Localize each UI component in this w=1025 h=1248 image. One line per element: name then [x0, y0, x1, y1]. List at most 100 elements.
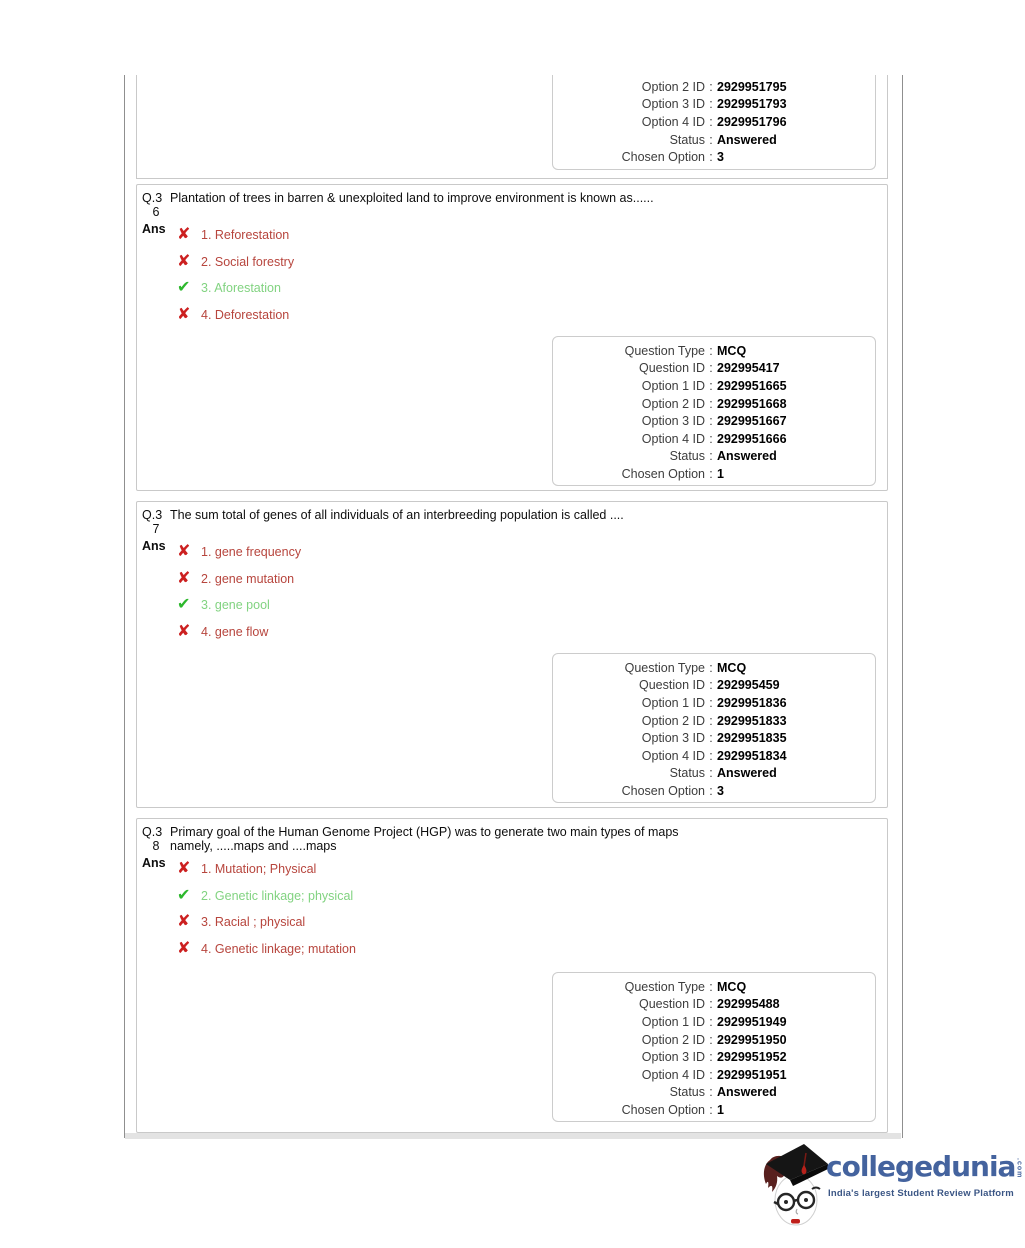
info-value: Answered: [717, 766, 777, 781]
brand-row: collegedunia .com: [826, 1150, 1022, 1183]
info-value: 1: [717, 466, 724, 481]
info-row: Option 2 ID : 2929951795: [553, 78, 875, 96]
info-row: Status : Answered: [553, 765, 875, 783]
info-value: 2929951833: [717, 713, 787, 728]
wrong-icon: ✘: [177, 252, 191, 270]
info-label: Question ID: [638, 678, 705, 693]
info-row: Chosen Option : 1: [553, 1101, 875, 1119]
info-colon: :: [709, 343, 713, 358]
info-row: Question Type : MCQ: [553, 978, 875, 996]
option-row: ✘ 4. Deforestation: [177, 302, 294, 329]
info-colon: :: [709, 466, 713, 481]
option-row: ✔ 3. gene pool: [177, 592, 301, 619]
info-row: Option 3 ID : 2929951667: [553, 412, 875, 430]
info-colon: :: [709, 1032, 713, 1047]
wrong-icon: ✘: [177, 622, 191, 640]
ans-label: Ans: [142, 222, 166, 236]
question-text-line1: Primary goal of the Human Genome Project…: [170, 825, 679, 839]
question-label: Q.3: [142, 508, 163, 522]
info-colon: :: [709, 1067, 713, 1082]
wrong-icon: ✘: [177, 860, 191, 878]
info-colon: :: [709, 431, 713, 446]
brand-tagline: India's largest Student Review Platform: [828, 1188, 1014, 1199]
info-label: Option 2 ID: [641, 713, 705, 728]
info-row: Question Type : MCQ: [553, 659, 875, 677]
info-colon: :: [709, 361, 713, 376]
info-label: Question Type: [624, 343, 705, 358]
info-label: Option 4 ID: [641, 431, 705, 446]
brand-tld: .com: [1015, 1158, 1023, 1179]
info-label: Question Type: [624, 979, 705, 994]
info-label: Option 3 ID: [641, 414, 705, 429]
option-row: ✘ 2. gene mutation: [177, 566, 301, 593]
info-row: Option 3 ID : 2929951835: [553, 729, 875, 747]
info-row: Question ID : 292995417: [553, 360, 875, 378]
option-text: 1. Mutation; Physical: [201, 862, 317, 877]
bottom-shadow-band: [125, 1133, 901, 1139]
info-label: Option 2 ID: [641, 396, 705, 411]
info-label: Question ID: [638, 361, 705, 376]
info-row: Question ID : 292995459: [553, 677, 875, 695]
info-row: Option 2 ID : 2929951950: [553, 1031, 875, 1049]
info-row: Option 2 ID : 2929951833: [553, 712, 875, 730]
wrong-icon: ✘: [177, 543, 191, 561]
info-value: 2929951666: [717, 431, 787, 446]
info-colon: :: [709, 1102, 713, 1117]
question-text-line2: [170, 522, 881, 536]
wrong-icon: ✘: [177, 939, 191, 957]
info-label: Option 3 ID: [641, 1050, 705, 1065]
info-value: 2929951667: [717, 414, 787, 429]
info-value: 2929951796: [717, 114, 787, 129]
info-label: Option 3 ID: [641, 97, 705, 112]
info-label: Option 3 ID: [641, 731, 705, 746]
question-number: 6: [152, 205, 160, 219]
info-label: Status: [669, 1085, 705, 1100]
info-row: Chosen Option : 3: [553, 148, 875, 166]
option-row: ✘ 1. Reforestation: [177, 222, 294, 249]
info-label: Option 4 ID: [641, 114, 705, 129]
question-text-line2: namely, .....maps and ....maps: [170, 839, 337, 853]
info-label: Option 2 ID: [641, 1032, 705, 1047]
info-label: Question ID: [638, 997, 705, 1012]
info-value: 3: [717, 150, 724, 165]
info-row: Option 3 ID : 2929951793: [553, 96, 875, 114]
info-label: Option 4 ID: [641, 748, 705, 763]
correct-icon: ✔: [177, 886, 191, 904]
info-label: Status: [669, 132, 705, 147]
info-colon: :: [709, 449, 713, 464]
info-row: Question ID : 292995488: [553, 996, 875, 1014]
option-text: 1. gene frequency: [201, 545, 302, 560]
collegedunia-logo: collegedunia .com India's largest Studen…: [760, 1140, 1022, 1236]
option-text: 2. Genetic linkage; physical: [201, 888, 354, 903]
info-colon: :: [709, 79, 713, 94]
info-value: 2929951952: [717, 1050, 787, 1065]
question-label: Q.3: [142, 191, 163, 205]
info-colon: :: [709, 150, 713, 165]
info-value: 2929951665: [717, 378, 787, 393]
question-box: Q.3 The sum total of genes of all indivi…: [136, 501, 888, 808]
info-row: Option 4 ID : 2929951951: [553, 1066, 875, 1084]
option-text: 3. Racial ; physical: [201, 915, 306, 930]
option-row: ✘ 1. Mutation; Physical: [177, 856, 356, 883]
info-value: Answered: [717, 1085, 777, 1100]
info-label: Chosen Option: [621, 150, 705, 165]
option-text: 2. gene mutation: [201, 571, 295, 586]
options-list: ✘ 1. Reforestation ✘ 2. Social forestry …: [177, 222, 294, 328]
info-row: Option 4 ID : 2929951834: [553, 747, 875, 765]
option-row: ✘ 2. Social forestry: [177, 249, 294, 276]
info-value: MCQ: [717, 660, 747, 675]
info-value: 292995488: [717, 997, 780, 1012]
info-value: 2929951835: [717, 731, 787, 746]
info-label: Option 4 ID: [641, 1067, 705, 1082]
info-colon: :: [709, 695, 713, 710]
info-value: 292995417: [717, 361, 780, 376]
info-value: 2929951834: [717, 748, 787, 763]
info-row: Option 1 ID : 2929951836: [553, 694, 875, 712]
info-label: Option 1 ID: [641, 1014, 705, 1029]
question-text-line1: The sum total of genes of all individual…: [170, 508, 624, 522]
question-header: Q.3 The sum total of genes of all indivi…: [142, 508, 881, 536]
option-text: 3. gene pool: [201, 598, 270, 613]
options-list: ✘ 1. gene frequency ✘ 2. gene mutation ✔…: [177, 539, 301, 645]
question-number: 8: [152, 839, 160, 853]
